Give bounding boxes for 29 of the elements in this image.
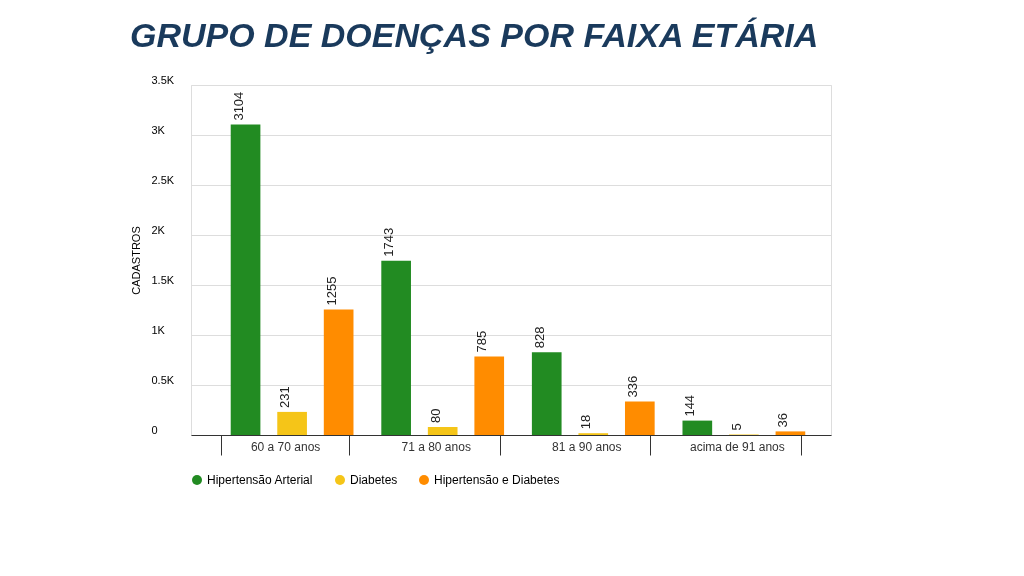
data-label: 231 [277, 386, 293, 408]
y-tick-label: 1K [151, 323, 166, 336]
data-label: 336 [624, 375, 640, 398]
data-label: 144 [682, 394, 698, 417]
x-tick-label: 71 a 80 anos [401, 439, 471, 454]
legend-label: Diabetes [350, 473, 398, 487]
x-tick-label: 81 a 90 anos [552, 439, 622, 454]
y-tick-label: 0 [151, 423, 158, 436]
data-label: 3104 [230, 91, 246, 121]
legend-label: Hipertensão e Diabetes [434, 473, 560, 487]
data-label: 5 [728, 423, 744, 431]
x-tick-label: 60 a 70 anos [250, 439, 321, 454]
data-label: 785 [474, 330, 490, 353]
y-tick-label: 0.5K [151, 373, 175, 386]
data-label: 1743 [381, 227, 397, 257]
data-label: 828 [531, 326, 547, 349]
legend-label: Hipertensão Arterial [207, 473, 313, 487]
x-tick-label: acima de 91 anos [690, 439, 785, 454]
y-tick-label: 3K [151, 123, 166, 136]
y-tick-label: 2K [151, 223, 166, 236]
y-tick-label: 2.5K [151, 173, 175, 186]
data-label: 18 [578, 414, 594, 430]
y-tick-label: 3.5K [151, 73, 175, 86]
data-label: 1255 [323, 276, 339, 306]
data-label: 80 [427, 408, 443, 423]
chart-title: GRUPO DE DOENÇAS POR FAIXA ETÁRIA [130, 16, 819, 54]
y-axis-title: CADASTROS [129, 226, 142, 295]
y-tick-label: 1.5K [151, 273, 175, 286]
data-label: 36 [775, 412, 791, 428]
